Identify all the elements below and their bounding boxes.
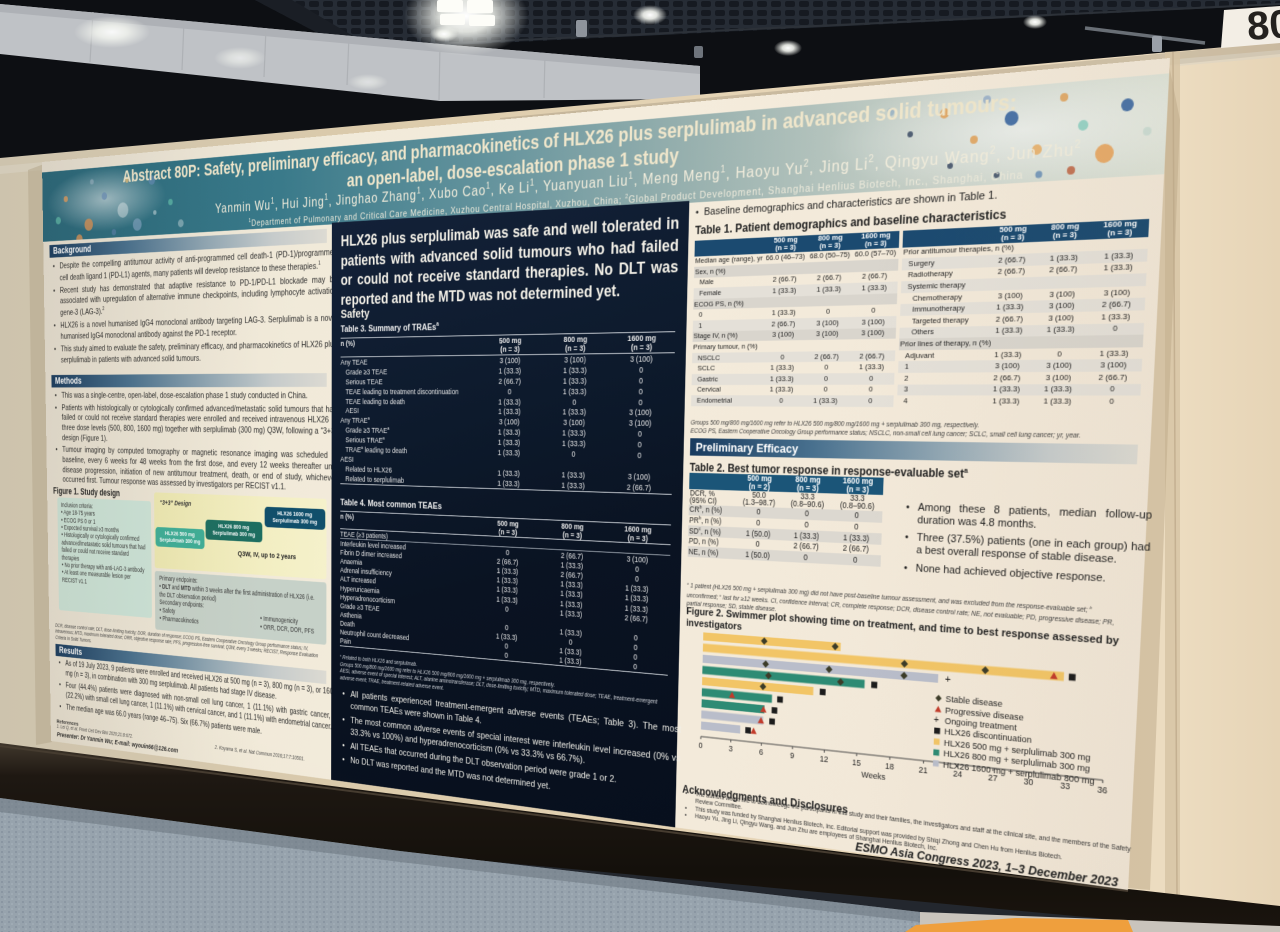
svg-text:15: 15 xyxy=(852,759,861,769)
svg-text:18: 18 xyxy=(885,763,894,773)
svg-text:21: 21 xyxy=(918,767,927,777)
svg-text:3: 3 xyxy=(728,746,732,755)
svg-text:Weeks: Weeks xyxy=(861,771,885,782)
svg-text:30: 30 xyxy=(1023,778,1033,788)
svg-text:+: + xyxy=(933,716,939,727)
svg-text:24: 24 xyxy=(953,770,964,780)
svg-text:6: 6 xyxy=(759,749,763,758)
svg-text:0: 0 xyxy=(698,742,702,751)
svg-text:+: + xyxy=(945,674,951,686)
svg-text:27: 27 xyxy=(988,774,998,784)
svg-text:12: 12 xyxy=(820,756,829,765)
svg-text:36: 36 xyxy=(1097,786,1107,796)
svg-text:33: 33 xyxy=(1060,782,1070,792)
svg-text:80: 80 xyxy=(1246,2,1280,49)
svg-text:9: 9 xyxy=(790,752,794,761)
